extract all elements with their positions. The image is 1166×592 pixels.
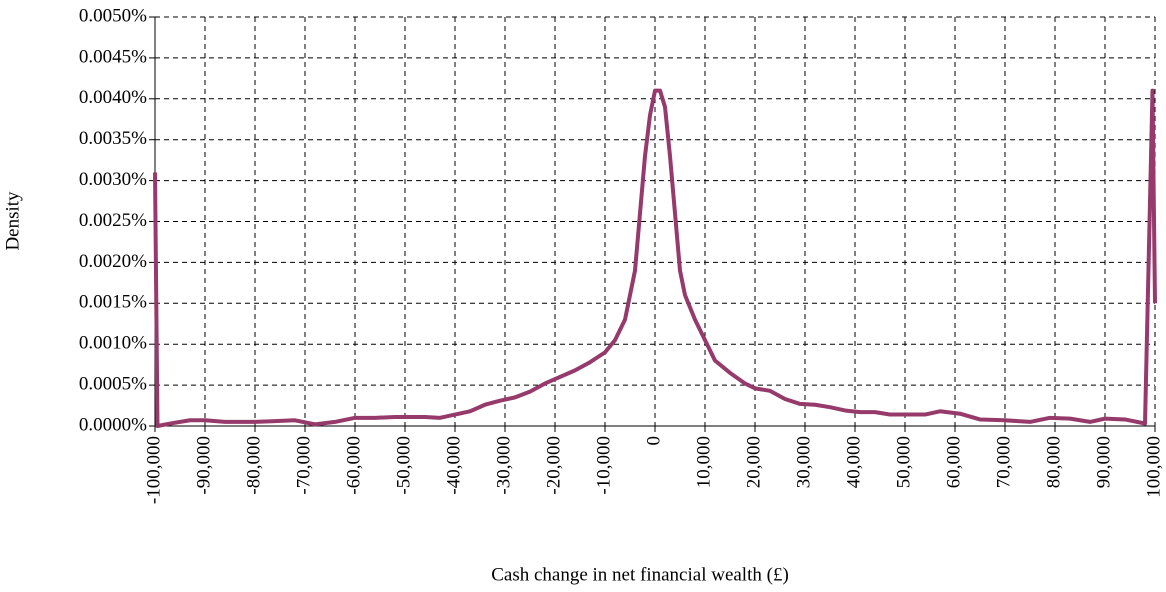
x-tick-label: 80,000 [1043,436,1064,488]
x-tick-label: 70,000 [993,436,1014,488]
y-tick-label: 0.0030% [79,169,147,190]
y-tick-label: 0.0050% [79,5,147,26]
y-tick-label: 0.0020% [79,251,147,272]
y-tick-label: 0.0015% [79,292,147,313]
x-tick-label: 90,000 [1093,436,1114,488]
x-tick-label: -40,000 [443,436,464,495]
x-tick-label: -70,000 [293,436,314,495]
x-tick-label: 50,000 [893,436,914,488]
x-tick-label: 30,000 [793,436,814,488]
x-tick-label: -50,000 [393,436,414,495]
x-tick-label: 60,000 [943,436,964,488]
x-tick-label: 40,000 [843,436,864,488]
y-tick-label: 0.0005% [79,373,147,394]
x-tick-label: -100,000 [143,436,164,504]
x-tick-label: -20,000 [543,436,564,495]
x-tick-label: 0 [643,436,664,446]
x-tick-label: -10,000 [593,436,614,495]
y-axis-label: Density [2,191,23,251]
line [153,88,1157,428]
y-tick-label: 0.0025% [79,210,147,231]
x-tick-label: -80,000 [243,436,264,495]
x-tick-label: 100,000 [1143,436,1164,498]
y-tick-label: 0.0040% [79,87,147,108]
y-tick-label: 0.0045% [79,46,147,67]
x-tick-label: 20,000 [743,436,764,488]
x-tick-label: -90,000 [193,436,214,495]
x-tick-label: -30,000 [493,436,514,495]
x-tick-label: -60,000 [343,436,364,495]
y-tick-label: 0.0000% [79,414,147,435]
y-tick-label: 0.0035% [79,128,147,149]
y-tick-label: 0.0010% [79,333,147,354]
x-tick-label: 10,000 [693,436,714,488]
x-axis-label: Cash change in net financial wealth (£) [491,564,789,585]
